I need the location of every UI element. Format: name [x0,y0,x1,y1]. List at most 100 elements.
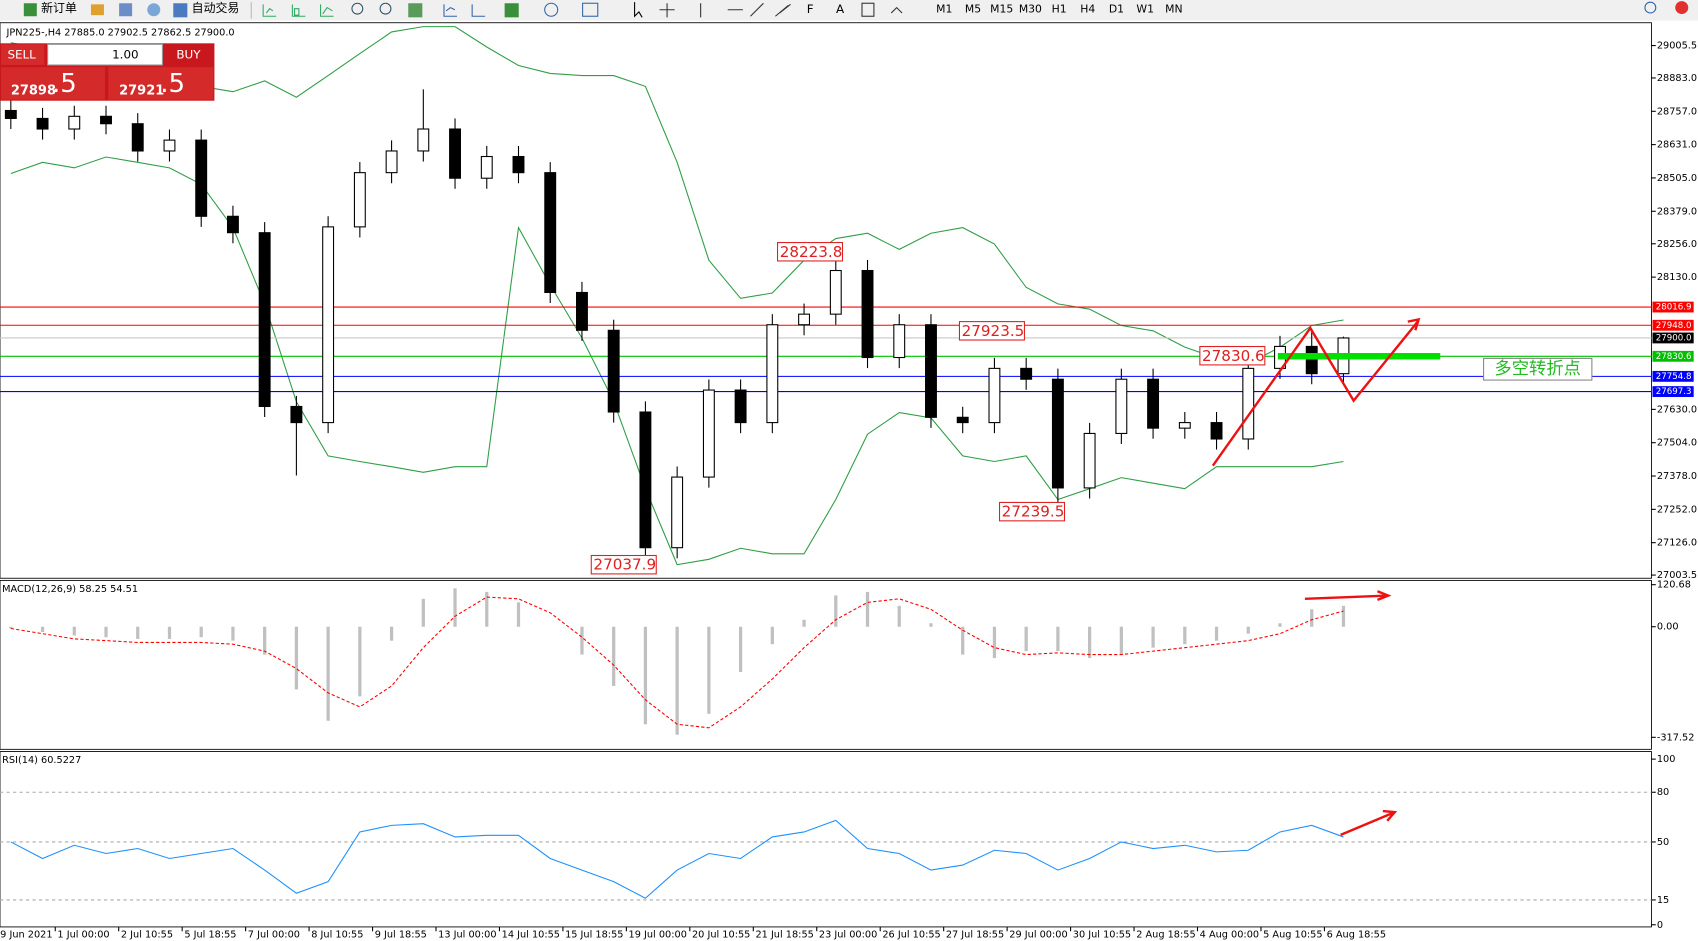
price-level-label: 27697.3 [1656,387,1692,397]
timeframe-button[interactable]: M15 [990,3,1013,16]
annotation-box [998,501,1066,522]
sell-button[interactable] [1,44,45,65]
annotation: 27239.5 [1002,503,1065,521]
text-tool[interactable]: A [836,2,845,16]
timeframe-button[interactable]: MN [1165,3,1182,16]
candle-body [1210,422,1223,440]
histogram-bar [294,626,299,690]
histogram-bar [1119,626,1123,655]
x-tick-label: 14 Jul 10:55 [502,930,560,941]
periods[interactable] [544,2,559,17]
buy-price-box[interactable] [108,67,214,100]
zoom-out[interactable] [379,2,392,15]
icon[interactable] [291,4,306,17]
icon[interactable] [408,3,423,18]
icon[interactable] [262,4,277,17]
chart-title: JPN225-,H4 27885.0 27902.5 27862.5 27900… [5,27,234,38]
timeframes: M1 M5 M15 M30 H1 H4 D1 W1 MN [936,3,1182,16]
candle-body [449,128,461,179]
new-order-icon[interactable] [23,3,37,17]
x-tick-label: 27 Jul 18:55 [946,930,1004,941]
sell-label[interactable]: SELL [7,48,36,62]
annotation-box [776,242,844,262]
arrows-tool[interactable] [890,6,903,14]
icon[interactable] [90,4,104,16]
x-tick-label: 4 Aug 00:00 [1200,930,1259,941]
crosshair[interactable] [659,3,675,18]
y-tick-label: 28130.0 [1657,272,1697,283]
histogram-bar [802,619,806,627]
icon[interactable] [119,3,133,17]
y-tick-label: 50 [1657,837,1669,848]
x-tick-label: 6 Aug 18:55 [1327,930,1386,941]
lot-input[interactable] [47,43,163,66]
new-order-button[interactable]: 新订单 [41,1,77,15]
zoom-in[interactable] [351,2,364,15]
auto-trading-button[interactable]: 自动交易 [192,1,240,15]
histogram-bar [929,623,933,627]
price-level-box [1652,350,1694,362]
histogram-bar [453,588,457,627]
histogram-bar [865,591,870,627]
timeframe-button[interactable]: M30 [1019,3,1042,16]
drawing-tools[interactable] [700,2,791,18]
rsi-title: RSI(14) 60.5227 [2,755,81,766]
timeframe-button[interactable]: D1 [1109,3,1124,16]
search[interactable] [1644,1,1657,14]
candle-body [353,172,366,228]
cursor[interactable] [634,2,643,18]
annotation: 27923.5 [962,322,1025,340]
histogram-bar [992,626,997,659]
y-tick-label: 28256.0 [1657,239,1697,250]
ask[interactable]: 27921 [119,83,164,98]
rsi-panel [0,751,1652,928]
icon[interactable] [147,3,161,17]
price-level-box [1652,370,1694,382]
icon[interactable] [443,4,457,17]
x-tick-label: 8 Jul 10:55 [311,930,363,941]
y-tick-label: 100 [1657,754,1676,765]
price-level-label: 27754.8 [1656,372,1692,382]
y-tick-label: 27504.0 [1657,438,1697,449]
label-tool[interactable] [861,2,875,17]
x-tick-label: 23 Jul 00:00 [819,930,877,941]
bid[interactable]: 27898 [11,83,56,98]
arrow-head [1407,317,1421,331]
candle-body [734,389,747,424]
histogram-bar [1278,623,1282,627]
breakout-zone [1277,353,1441,360]
notifications[interactable] [1675,1,1689,15]
timeframe-button[interactable]: M1 [936,3,952,16]
candle-body [671,476,684,549]
candle-body [480,155,493,179]
candle-body [829,269,842,315]
templates[interactable] [582,2,599,17]
histogram-bar [40,626,45,632]
candle-body [956,416,969,424]
ask-pips[interactable]: .5 [160,69,185,99]
candle-body [766,324,779,424]
sell-price-box[interactable] [1,67,106,100]
icon[interactable] [319,4,334,17]
bid-pips[interactable]: .5 [52,69,77,99]
timeframe-button[interactable]: W1 [1136,3,1154,16]
auto-trading-icon[interactable] [173,3,188,18]
lot-value[interactable]: 1.00 [112,48,139,62]
icon[interactable] [471,4,486,17]
timeframe-button[interactable]: H4 [1080,3,1095,16]
indicators[interactable] [504,3,519,18]
candle-body [512,155,525,174]
histogram-bar [675,626,679,735]
histogram-bar [1341,605,1346,627]
candle-body [893,324,906,359]
x-tick-label: 13 Jul 00:00 [438,930,496,941]
buy-label[interactable]: BUY [176,48,201,62]
timeframe-button[interactable]: H1 [1052,3,1067,16]
arrow-path [1211,319,1420,467]
candle-body [1242,367,1255,440]
timeframe-button[interactable]: M5 [965,3,981,16]
x-tick-label: 5 Aug 10:55 [1263,930,1322,941]
y-tick-label: 0.00 [1657,622,1679,633]
y-tick-label: 27126.0 [1657,538,1697,549]
fibo[interactable]: F [807,2,814,16]
